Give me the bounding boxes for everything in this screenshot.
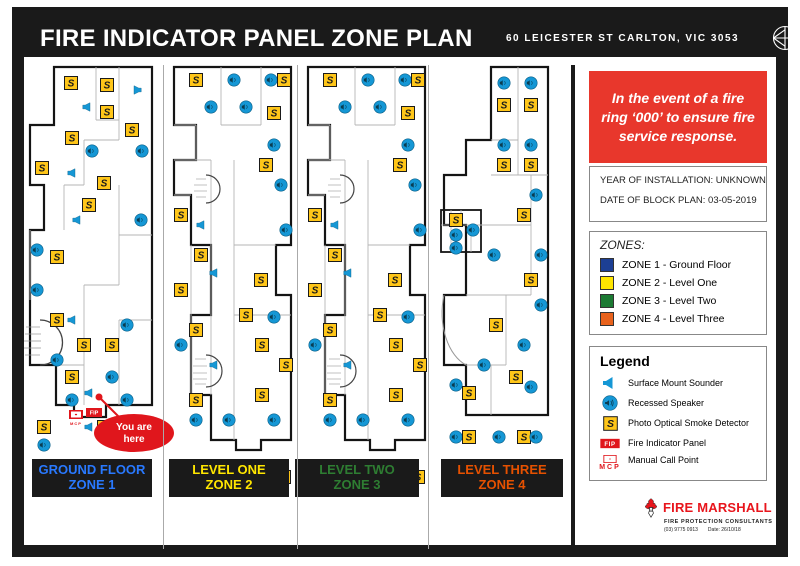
svg-text:here: here [123,434,145,445]
svg-text:FIP: FIP [604,441,615,447]
svg-text:S: S [606,418,613,430]
svg-text:You are: You are [116,422,152,433]
